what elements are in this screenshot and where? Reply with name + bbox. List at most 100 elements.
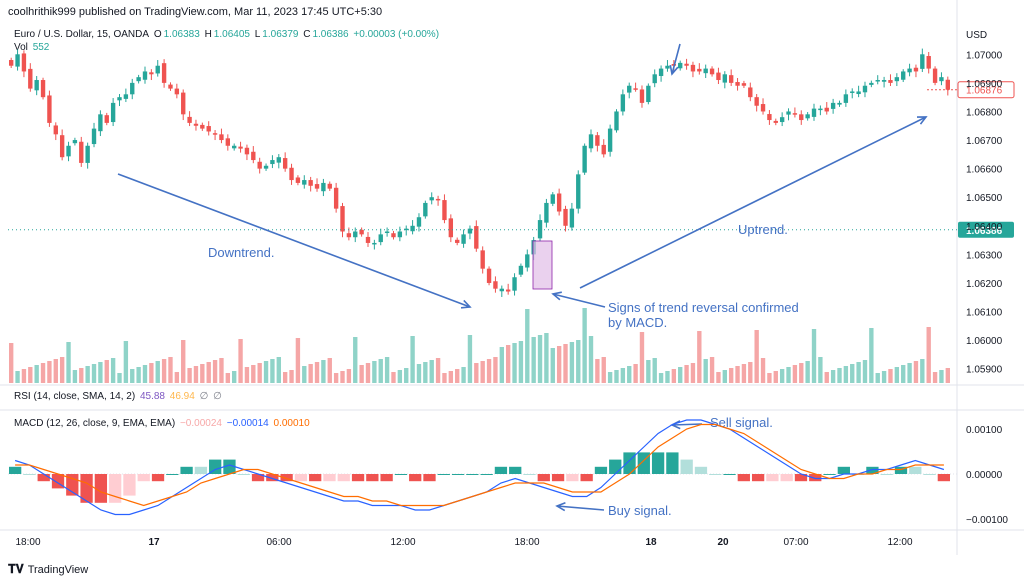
macd-histogram-bar	[894, 466, 908, 474]
macd-histogram-bar	[451, 474, 465, 475]
candle-body	[735, 82, 740, 86]
candle-body	[722, 74, 727, 83]
volume-bar	[59, 357, 65, 383]
candle-body	[862, 85, 868, 93]
macd-histogram-bar	[109, 474, 122, 503]
price-axis-label: 1.06800	[966, 107, 1003, 118]
volume-bar	[779, 369, 785, 383]
candle-body	[365, 236, 371, 243]
candle-body	[321, 182, 326, 192]
volume-bar	[741, 364, 747, 383]
volume-bar	[346, 369, 352, 383]
candle-body	[518, 265, 524, 275]
volume-bar	[658, 373, 664, 383]
candle-body	[671, 64, 677, 66]
candle-body	[505, 289, 511, 292]
volume-bar	[843, 366, 849, 383]
volume-bar	[372, 361, 377, 383]
macd-histogram-bar	[809, 474, 822, 482]
macd-histogram-bar	[780, 474, 793, 482]
volume-bar	[308, 364, 313, 383]
macd-histogram-bar	[580, 474, 593, 482]
candle-body	[525, 254, 530, 268]
volume-bar	[79, 368, 84, 383]
volume-bar	[232, 371, 237, 383]
macd-histogram-bar	[666, 452, 679, 474]
volume-bar	[282, 372, 288, 383]
macd-histogram-bar	[723, 474, 736, 475]
reversal-label: Signs of trend reversal confirmed	[608, 300, 799, 315]
sell-arrow	[671, 423, 703, 426]
candle-body	[684, 63, 689, 66]
candle-body	[556, 193, 562, 212]
macd-histogram-bar	[294, 474, 308, 482]
candle-body	[59, 135, 65, 158]
candle-body	[614, 111, 619, 131]
macd-histogram-bar	[937, 474, 950, 482]
candle-body	[40, 80, 46, 98]
macd-histogram-bar	[480, 474, 493, 475]
volume-bar	[582, 308, 587, 383]
volume-bar	[219, 358, 224, 383]
volume-bar	[748, 362, 753, 383]
macd-histogram-bar	[251, 474, 265, 482]
candle-body	[830, 102, 836, 109]
volume-bar	[435, 358, 441, 383]
macd-histogram-bar	[51, 474, 65, 489]
volume-bar	[850, 364, 855, 383]
macd-histogram-bar	[509, 466, 522, 474]
reversal-label: by MACD.	[608, 315, 667, 330]
volume-bar	[193, 366, 199, 383]
candle-body	[193, 123, 199, 126]
buy-arrow	[556, 505, 605, 511]
volume-bar	[531, 337, 536, 383]
volume-bar	[149, 363, 154, 383]
volume-bar	[646, 360, 651, 383]
candle-body	[378, 234, 383, 243]
volume-bar	[505, 345, 511, 383]
volume-bar	[811, 329, 817, 383]
volume-bar	[684, 365, 689, 383]
rsi-legend[interactable]: RSI (14, close, SMA, 14, 2) 45.88 46.94 …	[14, 391, 222, 402]
candle-body	[110, 102, 116, 123]
symbol-label[interactable]: Euro / U.S. Dollar, 15, OANDA	[14, 29, 150, 40]
macd-histogram-bar	[523, 474, 536, 475]
candle-body	[881, 80, 887, 82]
volume-bar	[537, 335, 543, 383]
candle-body	[658, 68, 664, 77]
publish-header: coolhrithik999 published on TradingView.…	[8, 6, 383, 18]
macd-histogram-bar	[680, 459, 693, 474]
volume-bar	[327, 358, 332, 383]
volume-bar	[98, 362, 103, 383]
time-axis-label: 17	[148, 537, 160, 548]
volume-bar	[161, 359, 167, 383]
volume-bar	[633, 364, 638, 383]
candle-body	[799, 114, 804, 121]
macd-line	[14, 419, 945, 516]
candle-body	[295, 177, 301, 183]
volume-bar	[595, 359, 600, 383]
volume-bar	[72, 370, 78, 383]
uptrend-arrow-head	[916, 116, 928, 125]
volume-bar	[225, 373, 231, 383]
candle-body	[79, 141, 84, 163]
volume-bar	[276, 357, 281, 383]
candle-body	[455, 239, 460, 243]
macd-histogram-bar	[537, 474, 550, 482]
candle-body	[174, 88, 180, 95]
candle-body	[665, 65, 670, 69]
tradingview-logo[interactable]: 𝐓𝐕 TradingView	[8, 562, 89, 576]
price-change: +0.00003 (+0.00%)	[353, 29, 440, 40]
macd-histogram-bar	[694, 466, 708, 474]
volume-bar	[792, 365, 798, 383]
candle-body	[9, 60, 14, 66]
macd-legend[interactable]: MACD (12, 26, close, 9, EMA, EMA) −0.000…	[14, 418, 310, 429]
currency-label: USD	[966, 30, 987, 41]
volume-bar	[155, 361, 160, 383]
price-axis-label: 1.06200	[966, 279, 1003, 290]
candle-body	[493, 281, 498, 289]
grid-lines	[0, 0, 1024, 555]
candle-body	[678, 62, 683, 69]
candle-body	[544, 202, 549, 223]
candle-body	[773, 120, 778, 123]
